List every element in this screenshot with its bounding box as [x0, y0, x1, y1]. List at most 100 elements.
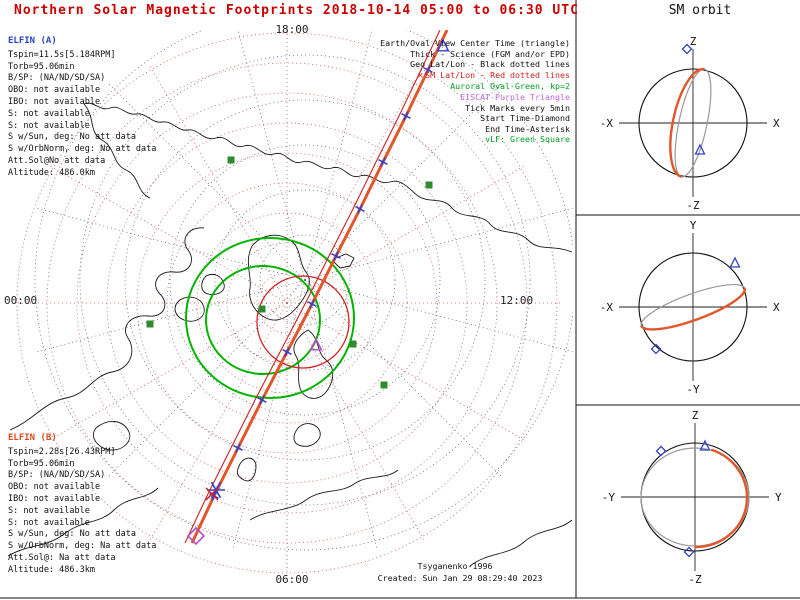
coastline: [236, 457, 257, 482]
legend-line: Tick Marks every 5min: [465, 102, 570, 113]
mlt-label-00: 00:00: [4, 294, 38, 307]
elfin-b-track: [184, 30, 441, 544]
elfin-b-info-block: ELFIN (B) Tspin=2.28s[26.43RPM] Torb=95.0…: [8, 433, 156, 577]
vlf-square-marker: [146, 320, 154, 328]
info-line: S: not available: [8, 120, 90, 131]
triangle-marker: [729, 256, 741, 268]
x-marker-icon: ✕: [417, 69, 424, 81]
coastline: [83, 102, 573, 253]
vlf-square-marker: [349, 340, 357, 348]
coastline: [247, 234, 310, 321]
legend-line: Start Time-Diamond: [480, 113, 570, 124]
axis-label: Z: [690, 35, 697, 48]
science-arc: [669, 67, 717, 179]
info-line: Att.Sol@: Na att data: [8, 552, 116, 563]
elfin-a-label: ELFIN (A): [8, 36, 57, 46]
science-arc: [639, 283, 747, 331]
coastline: [174, 296, 205, 322]
vlf-square-marker: [380, 381, 388, 389]
info-line: S: not available: [8, 505, 90, 516]
sm-orbit-title: SM orbit: [668, 3, 732, 18]
triangle-marker: [694, 143, 706, 155]
diamond-marker: [655, 445, 667, 457]
x-marker: [205, 487, 219, 501]
legend-line: Geo Lat/Lon - Black dotted lines: [410, 59, 570, 70]
elfin-b-lines: Tspin=2.28s[26.43RPM] Torb=95.06min B/SP: …: [8, 447, 156, 577]
info-line: IBO: not available: [8, 493, 101, 504]
info-line: Torb=95.06min: [8, 61, 75, 72]
legend-line: Earth/Oval View Center Time (triangle): [380, 38, 570, 48]
axis-label: -Z: [686, 199, 700, 212]
info-line: S w/Sun, deg: No att data: [8, 529, 136, 540]
info-line: Att.Sol@No att data: [8, 155, 106, 166]
axis-label: Z: [692, 409, 699, 422]
info-line: Tspin=11.5s[5.184RPM]: [8, 49, 116, 60]
legend-line: EISCAT-Purple Triangle: [460, 91, 570, 102]
axis-label: -X: [600, 301, 614, 314]
track-tick: [307, 299, 317, 309]
map-legend: Earth/Oval View Center Time (triangle) Th…: [320, 38, 570, 145]
axis-label: -Y: [686, 383, 700, 396]
info-line: S w/Sun, deg: No att data: [8, 132, 136, 143]
diamond-marker: [681, 43, 693, 55]
earth-circle: [638, 252, 748, 362]
mlt-label-18: 18:00: [275, 23, 309, 36]
axis-label: X: [773, 117, 780, 130]
info-line: Altitude: 486.3km: [8, 564, 95, 575]
info-line: B/SP: (NA/ND/SD/SA): [8, 73, 106, 84]
center-time-triangle-marker: [436, 38, 450, 52]
diamond-marker: [650, 343, 662, 355]
axis-label: -X: [600, 117, 614, 130]
axis-label: -Z: [688, 573, 702, 586]
coastline: [469, 519, 573, 567]
track-tick: [423, 65, 433, 75]
eiscat-triangle-marker: [309, 337, 323, 351]
coastline: [92, 421, 131, 451]
info-line: Altitude: 486.0km: [8, 167, 95, 178]
coastline: [293, 329, 334, 399]
elfin-a-track: [190, 30, 449, 544]
model-label: Tsyganenko-1996: [417, 561, 493, 571]
elfin-a-lines: Tspin=11.5s[5.184RPM] Torb=95.06min B/SP: …: [8, 50, 156, 180]
coastline: [7, 487, 159, 557]
info-line: Torb=95.06min: [8, 458, 75, 469]
coastline: [249, 469, 399, 521]
axis-label: -Y: [602, 491, 616, 504]
legend-line: vLF: Green Square: [485, 134, 570, 145]
plot-title: Northern Solar Magnetic Footprints 2018-…: [14, 3, 579, 18]
vlf-square-marker: [227, 156, 235, 164]
axis-label: Y: [690, 219, 697, 232]
track-tick: [257, 395, 267, 405]
earth-circle: [638, 68, 748, 178]
vlf-square-marker: [258, 305, 266, 313]
elfin-b-label: ELFIN (B): [8, 433, 57, 443]
info-line: OBO: not available: [8, 482, 101, 493]
legend-line: End Time-Asterisk: [485, 123, 570, 134]
info-line: S w/OrbNorm, deg: Na att data: [8, 541, 157, 552]
track-tick: [401, 111, 411, 121]
mlt-label-12: 12:00: [500, 294, 534, 307]
info-line: S w/OrbNorm, deg: No att data: [8, 144, 157, 155]
track-tick: [355, 204, 365, 214]
axis-label: Y: [775, 491, 782, 504]
track-tick: [378, 157, 388, 167]
legend-line: Auroral Oval-Green, kp=2: [450, 81, 570, 92]
info-line: B/SP: (NA/ND/SD/SA): [8, 470, 106, 481]
start-diamond-marker: [186, 526, 206, 546]
vlf-square-marker: [425, 181, 433, 189]
auroral-oval: [205, 265, 321, 375]
science-arc: [641, 445, 749, 549]
info-line: Tspin=2.28s[26.43RPM]: [8, 446, 116, 457]
info-line: S: not available: [8, 108, 90, 119]
info-line: S: not available: [8, 517, 90, 528]
track-tick: [331, 251, 341, 261]
axis-label: X: [773, 301, 780, 314]
info-line: OBO: not available: [8, 85, 101, 96]
coastline: [83, 103, 151, 199]
track-tick: [233, 443, 243, 453]
auroral-oval: [185, 237, 355, 399]
info-line: IBO: not available: [8, 96, 101, 107]
